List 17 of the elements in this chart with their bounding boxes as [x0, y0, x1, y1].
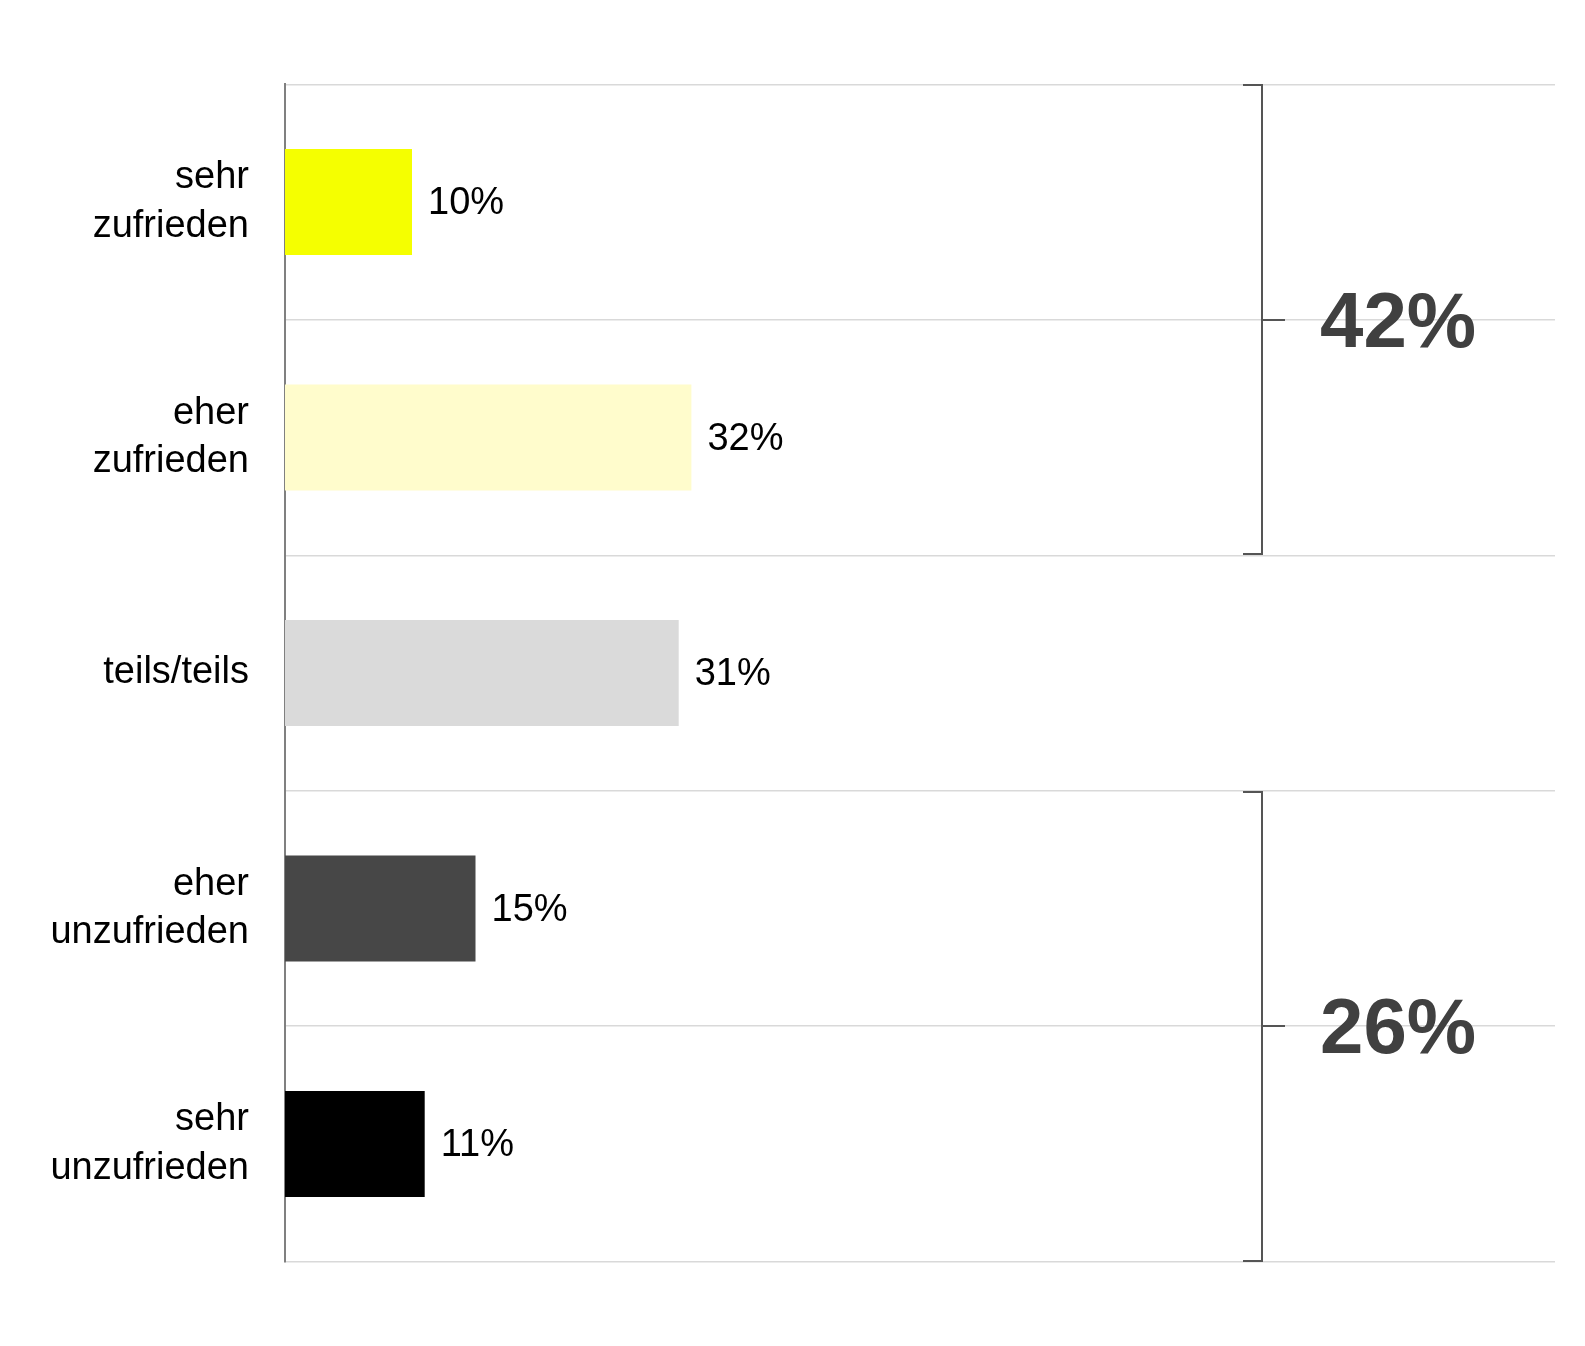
- annotation: 26%: [1320, 980, 1477, 1072]
- bar: [285, 855, 476, 962]
- y-tick-label: teils/teils: [103, 649, 249, 692]
- y-tick-label: sehr zufrieden: [92, 154, 250, 245]
- bar: [285, 149, 412, 255]
- data-label: 31%: [694, 651, 771, 694]
- data-label: 11%: [440, 1122, 514, 1165]
- bar: [285, 620, 679, 726]
- data-label: 15%: [491, 886, 568, 929]
- data-label: 10%: [428, 180, 505, 223]
- y-tick-label: eher unzufrieden: [50, 860, 250, 952]
- y-tick-label: eher zufrieden: [92, 389, 250, 481]
- y-tick-label: sehr unzufrieden: [50, 1096, 250, 1187]
- annotation: 42%: [1320, 274, 1477, 366]
- data-label: 32%: [707, 415, 784, 458]
- bar: [285, 384, 692, 491]
- bar: [285, 1091, 425, 1197]
